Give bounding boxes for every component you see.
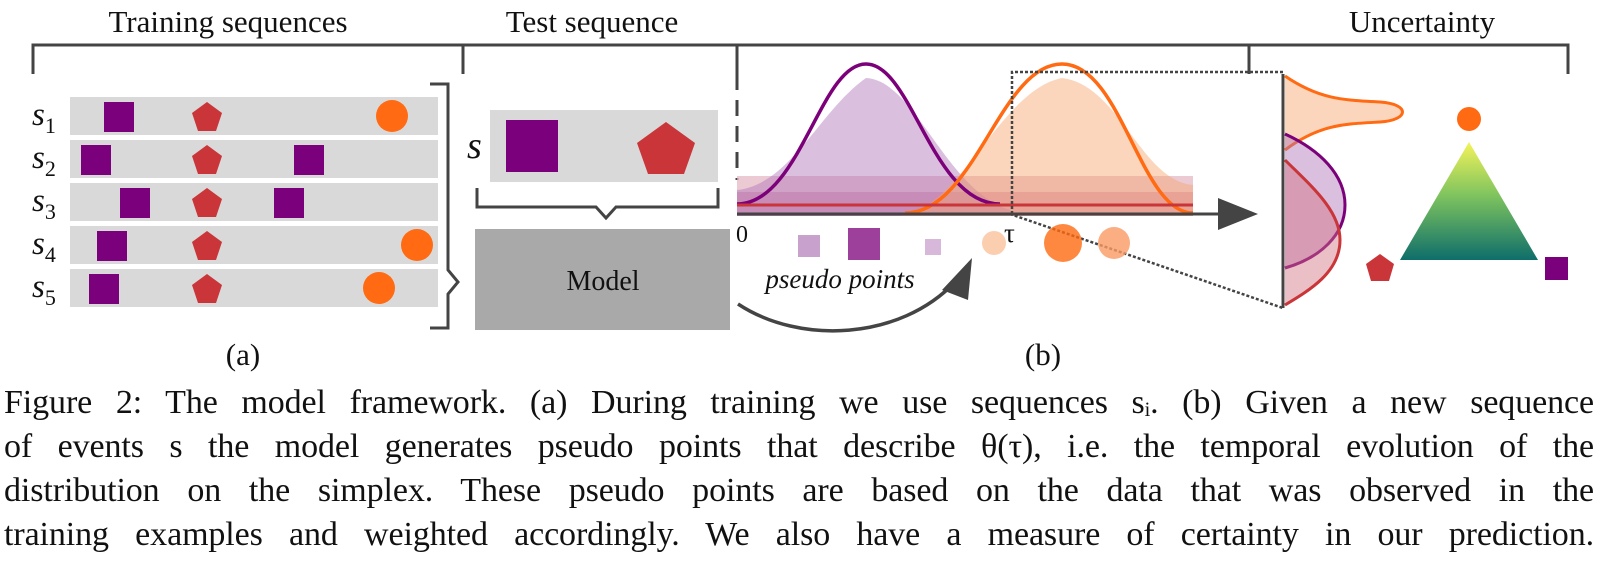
square-event [274, 188, 304, 218]
sequence-label: s2 [32, 140, 56, 181]
square-event [294, 145, 324, 175]
pentagon-event [192, 188, 222, 217]
uncertainty-band [737, 176, 1193, 216]
header-test: Test sequence [506, 4, 679, 39]
pseudo-point-circle [1044, 224, 1082, 262]
pentagon-event [192, 274, 222, 303]
purple-curve [736, 62, 1001, 206]
purple-band [737, 78, 1010, 216]
model-box [475, 229, 730, 330]
model-label: Model [566, 266, 639, 297]
sequence-label: s4 [32, 226, 56, 267]
purple-marginal-curve [1284, 132, 1347, 270]
sequence-label: s3 [32, 183, 56, 224]
orange-marginal-curve [1284, 74, 1404, 152]
training-row-4 [70, 226, 438, 264]
header-uncertainty: Uncertainty [1349, 4, 1496, 39]
panel-label-b: (b) [1025, 337, 1061, 372]
zoom-connector [1009, 212, 1284, 310]
panel-label-a: (a) [226, 337, 260, 372]
pseudo-point-square [925, 239, 941, 255]
pseudo-point-square [848, 228, 880, 260]
pentagon-event [192, 145, 222, 174]
training-bracket [430, 82, 460, 330]
test-bracket [475, 188, 720, 221]
top-bracket [31, 43, 1570, 74]
pseudo-point-square [798, 235, 820, 257]
test-sequence-label: s [467, 125, 482, 167]
axis-origin-label: 0 [736, 222, 748, 248]
circle-event [401, 229, 433, 261]
orange-band [900, 78, 1193, 216]
orange-curve [904, 62, 1194, 215]
sequence-label: s1 [32, 97, 56, 138]
axis-arrowhead [1218, 198, 1258, 230]
caption-line: distribution on the simplex. These pseud… [4, 472, 1594, 509]
simplex-vertex-circle [1457, 107, 1481, 131]
circle-event [363, 272, 395, 304]
square-event [97, 231, 127, 261]
caption-line: Figure 2: The model framework. (a) Durin… [4, 384, 1594, 421]
sequence-labels: s1 s2 s3 s4 s5 [32, 97, 56, 310]
simplex-vertex-pentagon [1366, 254, 1394, 281]
pseudo-points-label: pseudo points [763, 264, 914, 294]
square-event [104, 102, 134, 132]
pseudo-point-circle [982, 231, 1006, 255]
pseudo-points-arrow [737, 280, 957, 333]
header-training: Training sequences [108, 4, 347, 39]
pentagon-event [637, 122, 695, 174]
training-rows [70, 97, 438, 307]
pentagon-event [192, 102, 222, 131]
square-event [120, 188, 150, 218]
pseudo-points-arrowhead [942, 258, 972, 300]
simplex-triangle [1400, 142, 1538, 260]
square-event [81, 145, 111, 175]
model-framework-diagram: Training sequences Test sequence Uncerta… [31, 4, 1570, 372]
pseudo-points [798, 224, 1130, 262]
caption-line: training examples and weighted according… [4, 516, 1594, 553]
training-row-2 [70, 140, 438, 178]
uncertainty-densities [1281, 74, 1404, 308]
square-event [506, 120, 558, 172]
square-event [89, 274, 119, 304]
figure-caption: Figure 2: The model framework. (a) Durin… [4, 381, 1594, 557]
density-plot: 0 τ [736, 62, 1258, 248]
circle-event [376, 100, 408, 132]
pseudo-point-circle [1098, 227, 1130, 259]
sequence-label: s5 [32, 269, 56, 310]
red-marginal-curve [1283, 158, 1342, 307]
axis-tau-label: τ [1004, 218, 1015, 248]
caption-line: of events s the model generates pseudo p… [4, 428, 1594, 465]
pentagon-event [192, 231, 222, 260]
red-marginal [1285, 160, 1340, 305]
simplex-vertex-square [1545, 257, 1568, 280]
